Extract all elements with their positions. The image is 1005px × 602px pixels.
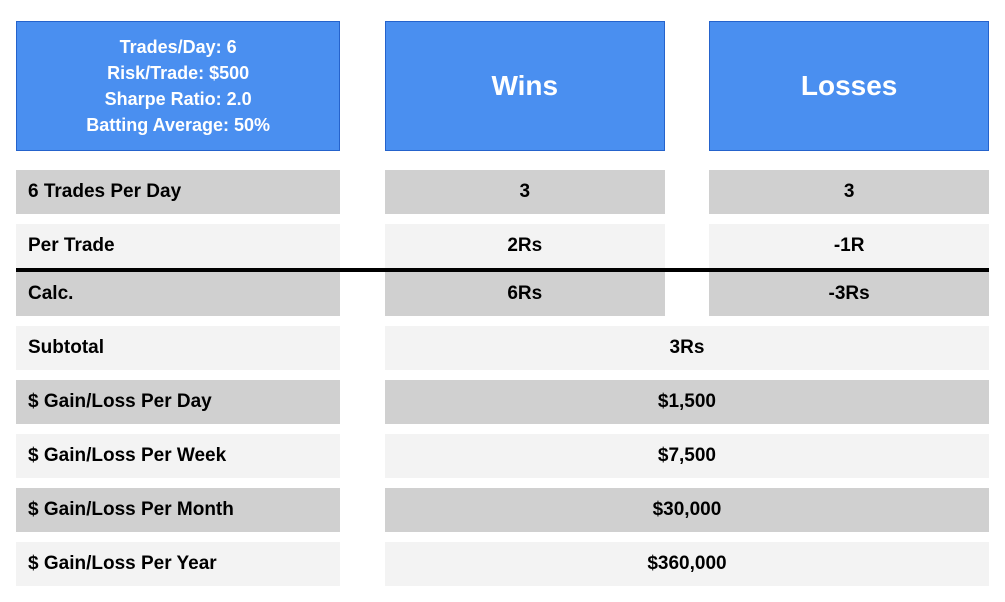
table-row: Subtotal 3Rs bbox=[16, 326, 989, 370]
params-card: Trades/Day: 6 Risk/Trade: $500 Sharpe Ra… bbox=[16, 21, 340, 151]
table-row: $ Gain/Loss Per Week $7,500 bbox=[16, 434, 989, 478]
merged-value-cell: $30,000 bbox=[385, 488, 989, 532]
losses-cell: -1R bbox=[709, 224, 989, 268]
param-sharpe-ratio: Sharpe Ratio: 2.0 bbox=[105, 86, 252, 112]
row-label: $ Gain/Loss Per Week bbox=[16, 434, 340, 478]
wins-cell: 6Rs bbox=[385, 272, 665, 316]
merged-value-cell: $360,000 bbox=[385, 542, 989, 586]
row-label: Calc. bbox=[16, 272, 340, 316]
param-batting-average: Batting Average: 50% bbox=[86, 112, 270, 138]
losses-cell: -3Rs bbox=[709, 272, 989, 316]
param-trades-per-day: Trades/Day: 6 bbox=[120, 34, 237, 60]
header-row: Trades/Day: 6 Risk/Trade: $500 Sharpe Ra… bbox=[16, 16, 989, 156]
wins-cell: 3 bbox=[385, 170, 665, 214]
row-label: $ Gain/Loss Per Day bbox=[16, 380, 340, 424]
row-label: Per Trade bbox=[16, 224, 340, 268]
merged-value-cell: 3Rs bbox=[385, 326, 989, 370]
merged-value-cell: $1,500 bbox=[385, 380, 989, 424]
table-row: Calc. 6Rs -3Rs bbox=[16, 272, 989, 316]
table-row: $ Gain/Loss Per Day $1,500 bbox=[16, 380, 989, 424]
table-row: $ Gain/Loss Per Month $30,000 bbox=[16, 488, 989, 532]
losses-header: Losses bbox=[709, 21, 989, 151]
trading-summary-table: Trades/Day: 6 Risk/Trade: $500 Sharpe Ra… bbox=[16, 16, 989, 586]
wins-cell: 2Rs bbox=[385, 224, 665, 268]
losses-cell: 3 bbox=[709, 170, 989, 214]
row-label: Subtotal bbox=[16, 326, 340, 370]
table-row: Per Trade 2Rs -1R bbox=[16, 224, 989, 268]
row-label: 6 Trades Per Day bbox=[16, 170, 340, 214]
wins-header: Wins bbox=[385, 21, 665, 151]
table-row: 6 Trades Per Day 3 3 bbox=[16, 170, 989, 214]
table-row: $ Gain/Loss Per Year $360,000 bbox=[16, 542, 989, 586]
row-label: $ Gain/Loss Per Month bbox=[16, 488, 340, 532]
param-risk-per-trade: Risk/Trade: $500 bbox=[107, 60, 249, 86]
row-label: $ Gain/Loss Per Year bbox=[16, 542, 340, 586]
merged-value-cell: $7,500 bbox=[385, 434, 989, 478]
